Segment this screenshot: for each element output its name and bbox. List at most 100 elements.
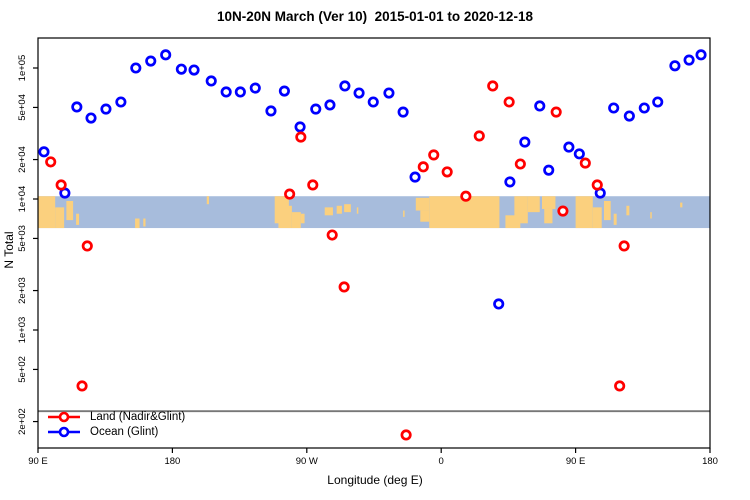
map-strip-land xyxy=(527,196,540,213)
x-axis-title: Longitude (deg E) xyxy=(327,473,423,487)
land-point xyxy=(400,429,412,441)
map-strip-land xyxy=(38,196,56,229)
y-tick-label: 5e+04 xyxy=(17,94,28,121)
land-point xyxy=(284,188,296,200)
land-point xyxy=(579,157,591,169)
y-tick-label: 5e+03 xyxy=(17,225,28,252)
ocean-point xyxy=(175,63,187,75)
land-point xyxy=(487,80,499,92)
map-strip-land xyxy=(680,202,683,208)
ocean-point xyxy=(534,100,546,112)
land-point xyxy=(326,229,338,241)
ocean-point xyxy=(383,87,395,99)
land-point xyxy=(81,240,93,252)
land-point xyxy=(45,156,57,168)
map-strip-land xyxy=(613,213,617,225)
ocean-point xyxy=(160,49,172,61)
land-point xyxy=(514,158,526,170)
map-strip-land xyxy=(403,210,405,217)
ocean-point xyxy=(683,54,695,66)
y-tick-label: 1e+04 xyxy=(17,186,28,213)
ocean-point xyxy=(563,141,575,153)
ocean-point xyxy=(573,148,585,160)
land-point xyxy=(428,149,440,161)
map-strip-land xyxy=(415,197,430,211)
ocean-point xyxy=(220,86,232,98)
land-point xyxy=(460,190,472,202)
map-strip-land xyxy=(76,213,80,225)
map-strip-land xyxy=(135,218,140,229)
map-strip-land xyxy=(514,196,528,224)
map-strip-land xyxy=(420,210,430,222)
y-tick-label: 5e+02 xyxy=(17,356,28,383)
ocean-point xyxy=(409,171,421,183)
map-strip-land xyxy=(278,205,292,229)
land-point xyxy=(503,96,515,108)
y-tick-label: 1e+05 xyxy=(17,55,28,82)
land-point xyxy=(338,281,350,293)
map-strip-land xyxy=(300,213,305,224)
ocean-point xyxy=(519,136,531,148)
y-tick-label: 1e+03 xyxy=(17,317,28,344)
land-legend-symbol xyxy=(48,411,80,422)
land-point xyxy=(557,205,569,217)
map-strip-land xyxy=(206,196,209,205)
map-strip-land xyxy=(344,204,351,213)
ocean-point xyxy=(294,121,306,133)
x-tick-label: 0 xyxy=(439,456,444,467)
legend: Land (Nadir&Glint) Ocean (Glint) xyxy=(46,409,185,439)
chart-title: 10N-20N March (Ver 10) 2015-01-01 to 202… xyxy=(217,9,533,24)
map-strip-land xyxy=(544,208,553,224)
ocean-point xyxy=(339,80,351,92)
ocean-point xyxy=(38,146,50,158)
ocean-legend-symbol xyxy=(48,426,80,437)
map-strip-land xyxy=(575,196,593,229)
ocean-point xyxy=(130,62,142,74)
plot-border xyxy=(37,37,711,449)
map-strip-land xyxy=(650,212,652,219)
land-point xyxy=(473,130,485,142)
ocean-point xyxy=(638,102,650,114)
map-strip-land xyxy=(592,207,602,229)
ocean-point xyxy=(504,176,516,188)
land-point xyxy=(76,380,88,392)
ocean-point xyxy=(278,85,290,97)
y-tick-label: 2e+03 xyxy=(17,277,28,304)
ocean-point xyxy=(85,112,97,124)
map-strip-land xyxy=(324,207,333,216)
map-strip-land xyxy=(143,218,146,227)
x-tick-label: 180 xyxy=(702,456,718,467)
land-point xyxy=(614,380,626,392)
ocean-point xyxy=(397,106,409,118)
legend-row-ocean: Ocean (Glint) xyxy=(46,424,185,439)
x-tick-label: 90 E xyxy=(566,456,586,467)
ocean-point xyxy=(623,110,635,122)
ocean-point xyxy=(188,64,200,76)
legend-label-ocean: Ocean (Glint) xyxy=(90,425,159,438)
ocean-point xyxy=(310,103,322,115)
y-axis-title: N Total xyxy=(2,231,16,269)
map-strip-land xyxy=(291,212,301,229)
ocean-point xyxy=(608,102,620,114)
map-strip-land xyxy=(626,205,630,216)
land-point xyxy=(417,161,429,173)
ocean-point xyxy=(145,55,157,67)
y-tick-label: 2e+04 xyxy=(17,146,28,173)
ocean-point xyxy=(669,60,681,72)
x-tick-label: 90 W xyxy=(296,456,318,467)
land-point xyxy=(550,106,562,118)
ocean-point xyxy=(100,103,112,115)
land-point xyxy=(307,179,319,191)
legend-label-land: Land (Nadir&Glint) xyxy=(90,410,186,423)
ocean-point xyxy=(249,82,261,94)
ocean-point xyxy=(115,96,127,108)
map-strip-land xyxy=(356,207,359,214)
map-strip-land xyxy=(55,207,65,229)
ocean-point xyxy=(205,75,217,87)
land-point xyxy=(295,131,307,143)
ocean-point xyxy=(353,87,365,99)
map-strip-land xyxy=(66,200,74,221)
land-point xyxy=(441,166,453,178)
